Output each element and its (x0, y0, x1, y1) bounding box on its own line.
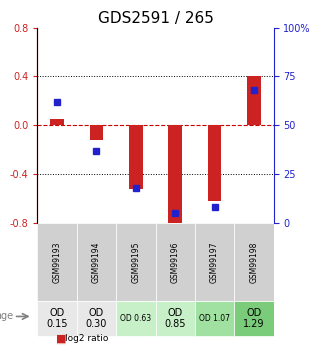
Bar (208, 125, 221, 201)
FancyBboxPatch shape (116, 301, 156, 336)
FancyBboxPatch shape (77, 223, 116, 301)
FancyBboxPatch shape (37, 223, 77, 301)
FancyBboxPatch shape (116, 223, 156, 301)
FancyBboxPatch shape (234, 223, 274, 301)
Bar (50, 119, 64, 125)
FancyBboxPatch shape (156, 223, 195, 301)
Text: ■: ■ (56, 344, 67, 345)
Text: OD
1.29: OD 1.29 (243, 308, 265, 329)
Text: OD
0.85: OD 0.85 (165, 308, 186, 329)
FancyBboxPatch shape (234, 301, 274, 336)
Text: GSM99196: GSM99196 (171, 241, 180, 283)
Title: GDS2591 / 265: GDS2591 / 265 (98, 11, 213, 27)
Text: GSM99197: GSM99197 (210, 241, 219, 283)
Text: OD 1.07: OD 1.07 (199, 314, 230, 323)
Text: OD
0.15: OD 0.15 (46, 308, 68, 329)
Text: OD
0.30: OD 0.30 (86, 308, 107, 329)
Bar (168, 125, 182, 225)
FancyBboxPatch shape (37, 301, 77, 336)
Bar (247, 77, 261, 125)
Text: GSM99195: GSM99195 (131, 241, 140, 283)
FancyBboxPatch shape (77, 301, 116, 336)
Text: age: age (0, 312, 14, 322)
Bar (90, 125, 103, 140)
Bar (129, 125, 143, 189)
Text: log2 ratio: log2 ratio (65, 334, 109, 343)
Text: ■: ■ (56, 333, 67, 343)
Text: GSM99193: GSM99193 (53, 241, 62, 283)
Text: GSM99194: GSM99194 (92, 241, 101, 283)
FancyBboxPatch shape (195, 301, 234, 336)
FancyBboxPatch shape (156, 301, 195, 336)
Text: GSM99198: GSM99198 (249, 241, 258, 283)
Text: OD 0.63: OD 0.63 (120, 314, 151, 323)
FancyBboxPatch shape (195, 223, 234, 301)
